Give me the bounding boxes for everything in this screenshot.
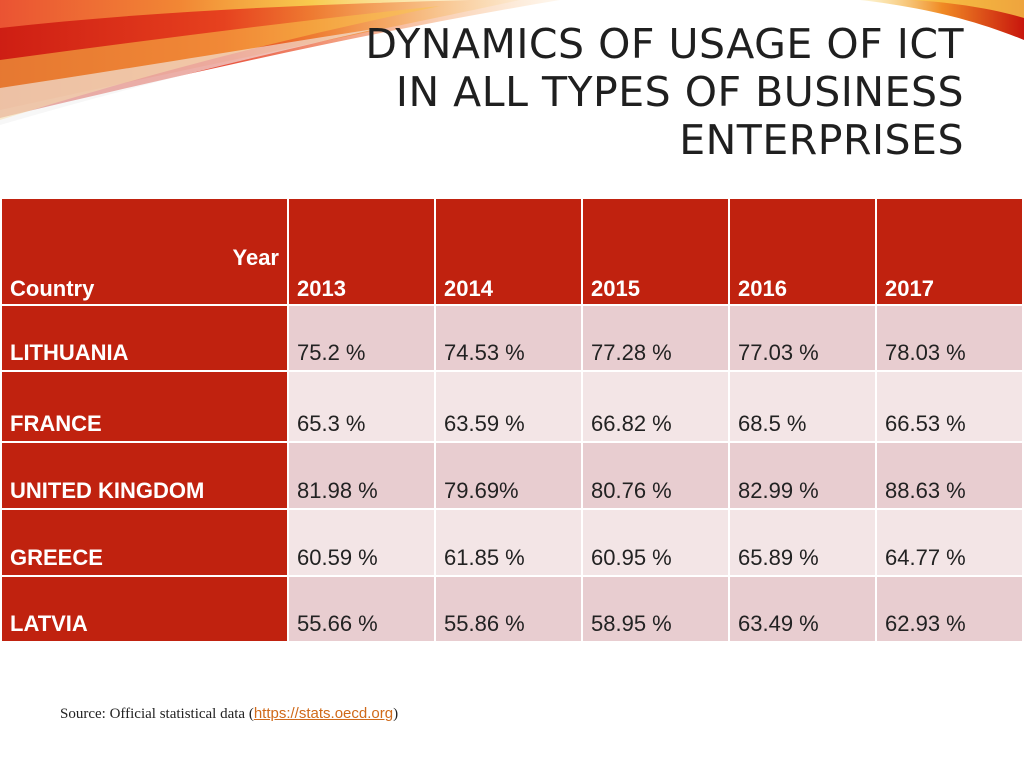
table-row: LITHUANIA 75.2 % 74.53 % 77.28 % 77.03 %… [0, 304, 1024, 372]
header-year: 2013 [287, 197, 436, 306]
table-row: LATVIA 55.66 % 55.86 % 58.95 % 63.49 % 6… [0, 575, 1024, 643]
title-line: IN ALL TYPES OF BUSINESS [395, 68, 964, 116]
table-row: GREECE 60.59 % 61.85 % 60.95 % 65.89 % 6… [0, 508, 1024, 577]
value-cell: 75.2 % [287, 304, 436, 372]
country-cell: GREECE [0, 508, 289, 577]
source-link[interactable]: https://stats.oecd.org [253, 705, 394, 722]
value-cell: 79.69% [434, 441, 583, 510]
value-cell: 77.03 % [728, 304, 877, 372]
value-cell: 88.63 % [875, 441, 1024, 510]
value-cell: 66.53 % [875, 370, 1024, 443]
title-line: DYNAMICS OF USAGE OF ICT [365, 20, 964, 68]
header-row: Year Country 2013 2014 2015 2016 2017 [0, 197, 1024, 306]
page-title: DYNAMICS OF USAGE OF ICT IN ALL TYPES OF… [264, 20, 964, 164]
source-suffix: ) [393, 706, 399, 722]
header-year: 2017 [875, 197, 1024, 306]
ict-usage-table: Year Country 2013 2014 2015 2016 2017 LI… [0, 197, 1024, 643]
value-cell: 60.95 % [581, 508, 730, 577]
value-cell: 61.85 % [434, 508, 583, 577]
country-cell: LITHUANIA [0, 304, 289, 372]
value-cell: 77.28 % [581, 304, 730, 372]
value-cell: 82.99 % [728, 441, 877, 510]
country-cell: LATVIA [0, 575, 289, 643]
country-cell: UNITED KINGDOM [0, 441, 289, 510]
value-cell: 63.59 % [434, 370, 583, 443]
source-note: Source: Official statistical data (https… [60, 705, 398, 723]
value-cell: 68.5 % [728, 370, 877, 443]
value-cell: 66.82 % [581, 370, 730, 443]
value-cell: 81.98 % [287, 441, 436, 510]
header-country-cell: Year Country [0, 197, 289, 306]
value-cell: 65.89 % [728, 508, 877, 577]
value-cell: 78.03 % [875, 304, 1024, 372]
value-cell: 55.66 % [287, 575, 436, 643]
value-cell: 55.86 % [434, 575, 583, 643]
value-cell: 60.59 % [287, 508, 436, 577]
value-cell: 58.95 % [581, 575, 730, 643]
value-cell: 74.53 % [434, 304, 583, 372]
value-cell: 62.93 % [875, 575, 1024, 643]
decorative-swoosh [0, 0, 1024, 125]
value-cell: 80.76 % [581, 441, 730, 510]
table-row: UNITED KINGDOM 81.98 % 79.69% 80.76 % 82… [0, 441, 1024, 510]
value-cell: 65.3 % [287, 370, 436, 443]
value-cell: 63.49 % [728, 575, 877, 643]
table-row: FRANCE 65.3 % 63.59 % 66.82 % 68.5 % 66.… [0, 370, 1024, 443]
source-prefix: Source: Official statistical data ( [60, 706, 254, 722]
value-cell: 64.77 % [875, 508, 1024, 577]
year-label: Year [232, 245, 280, 270]
title-line: ENTERPRISES [679, 116, 964, 164]
country-cell: FRANCE [0, 370, 289, 443]
header-year: 2016 [728, 197, 877, 306]
header-year: 2014 [434, 197, 583, 306]
country-label: Country [10, 276, 95, 301]
header-year: 2015 [581, 197, 730, 306]
